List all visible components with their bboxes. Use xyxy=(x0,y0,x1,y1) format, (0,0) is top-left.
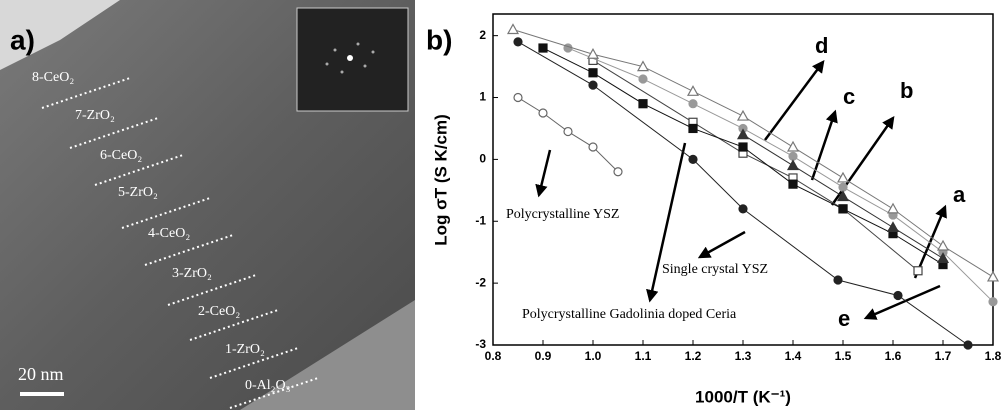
annotation: b xyxy=(900,78,913,103)
data-point xyxy=(589,143,597,151)
data-point xyxy=(689,124,697,132)
data-point xyxy=(639,75,647,83)
y-tick-label: 0 xyxy=(479,152,486,166)
x-tick-label: 1.2 xyxy=(685,349,702,363)
data-point xyxy=(938,241,948,250)
y-tick-label: -3 xyxy=(475,337,486,351)
fit-line xyxy=(513,29,993,276)
layer-label: 2-CeO₂ xyxy=(198,304,240,319)
data-point xyxy=(589,69,597,77)
data-point xyxy=(514,38,522,46)
layer-label: 0-Al₂O₃ xyxy=(245,378,291,393)
data-point xyxy=(834,276,842,284)
data-point xyxy=(914,267,922,275)
layer-label: 1-ZrO₂ xyxy=(225,342,265,357)
data-point xyxy=(508,24,518,33)
annotation: e xyxy=(838,306,850,331)
layer-label: 4-CeO₂ xyxy=(148,226,190,241)
layer-label: 8-CeO₂ xyxy=(32,70,74,85)
data-point xyxy=(739,205,747,213)
data-point xyxy=(839,205,847,213)
x-tick-label: 0.9 xyxy=(535,349,552,363)
layer-label: 6-CeO₂ xyxy=(100,148,142,163)
scale-bar-label: 20 nm xyxy=(18,364,64,384)
data-point xyxy=(738,111,748,120)
x-tick-label: 1.1 xyxy=(635,349,652,363)
x-tick-label: 0.8 xyxy=(485,349,502,363)
x-tick-label: 1.6 xyxy=(885,349,902,363)
annotation: Polycrystalline Gadolinia doped Ceria xyxy=(522,307,737,322)
x-axis-label: 1000/T (K⁻¹) xyxy=(695,387,791,406)
data-point xyxy=(514,94,522,102)
data-point xyxy=(689,155,697,163)
data-point xyxy=(588,49,598,58)
x-tick-label: 1.5 xyxy=(835,349,852,363)
annotation: c xyxy=(843,84,855,109)
layer-label: 7-ZrO₂ xyxy=(75,108,115,123)
x-tick-label: 1.0 xyxy=(585,349,602,363)
y-tick-label: -1 xyxy=(475,213,486,227)
layer-label: 5-ZrO₂ xyxy=(118,185,158,200)
data-point xyxy=(838,173,848,182)
figure: a) 8-CeO₂ 7-ZrO₂ 6-CeO₂ 5-ZrO₂ 4-CeO₂ 3-… xyxy=(0,0,1006,410)
data-point xyxy=(539,109,547,117)
x-tick-label: 1.3 xyxy=(735,349,752,363)
annotation: d xyxy=(815,33,828,58)
data-point xyxy=(739,143,747,151)
annotation: a xyxy=(953,182,966,207)
y-tick-label: 1 xyxy=(479,90,486,104)
data-point xyxy=(614,168,622,176)
data-point xyxy=(789,152,797,160)
fit-line xyxy=(593,60,918,270)
tem-panel: a) 8-CeO₂ 7-ZrO₂ 6-CeO₂ 5-ZrO₂ 4-CeO₂ 3-… xyxy=(0,0,415,410)
chart: b) 1000/T (K⁻¹) Log σT (S K/cm) d c b a … xyxy=(426,14,1002,406)
diffraction-spot xyxy=(347,55,353,61)
data-point xyxy=(888,204,898,213)
data-point xyxy=(989,298,997,306)
data-point xyxy=(888,222,898,231)
data-point xyxy=(839,183,847,191)
panel-label: b) xyxy=(426,24,452,55)
panel-label: a) xyxy=(10,24,35,55)
x-tick-label: 1.4 xyxy=(785,349,802,363)
x-tick-label: 1.7 xyxy=(935,349,952,363)
annotation-arrows xyxy=(539,62,945,318)
data-point xyxy=(788,142,798,151)
data-point xyxy=(789,180,797,188)
y-axis-label: Log σT (S K/cm) xyxy=(431,114,450,246)
data-point xyxy=(589,81,597,89)
annotation: Polycrystalline YSZ xyxy=(506,207,619,222)
data-point xyxy=(689,100,697,108)
data-point xyxy=(688,86,698,95)
data-point xyxy=(539,44,547,52)
y-tick-label: 2 xyxy=(479,28,486,42)
layer-label: 3-ZrO₂ xyxy=(172,266,212,281)
data-point xyxy=(788,161,798,170)
x-tick-label: 1.8 xyxy=(985,349,1002,363)
data-point xyxy=(988,272,998,281)
data-point xyxy=(639,100,647,108)
annotation: Single crystal YSZ xyxy=(662,262,768,277)
data-point xyxy=(564,128,572,136)
data-point xyxy=(894,292,902,300)
y-tick-label: -2 xyxy=(475,275,486,289)
data-point xyxy=(964,341,972,349)
